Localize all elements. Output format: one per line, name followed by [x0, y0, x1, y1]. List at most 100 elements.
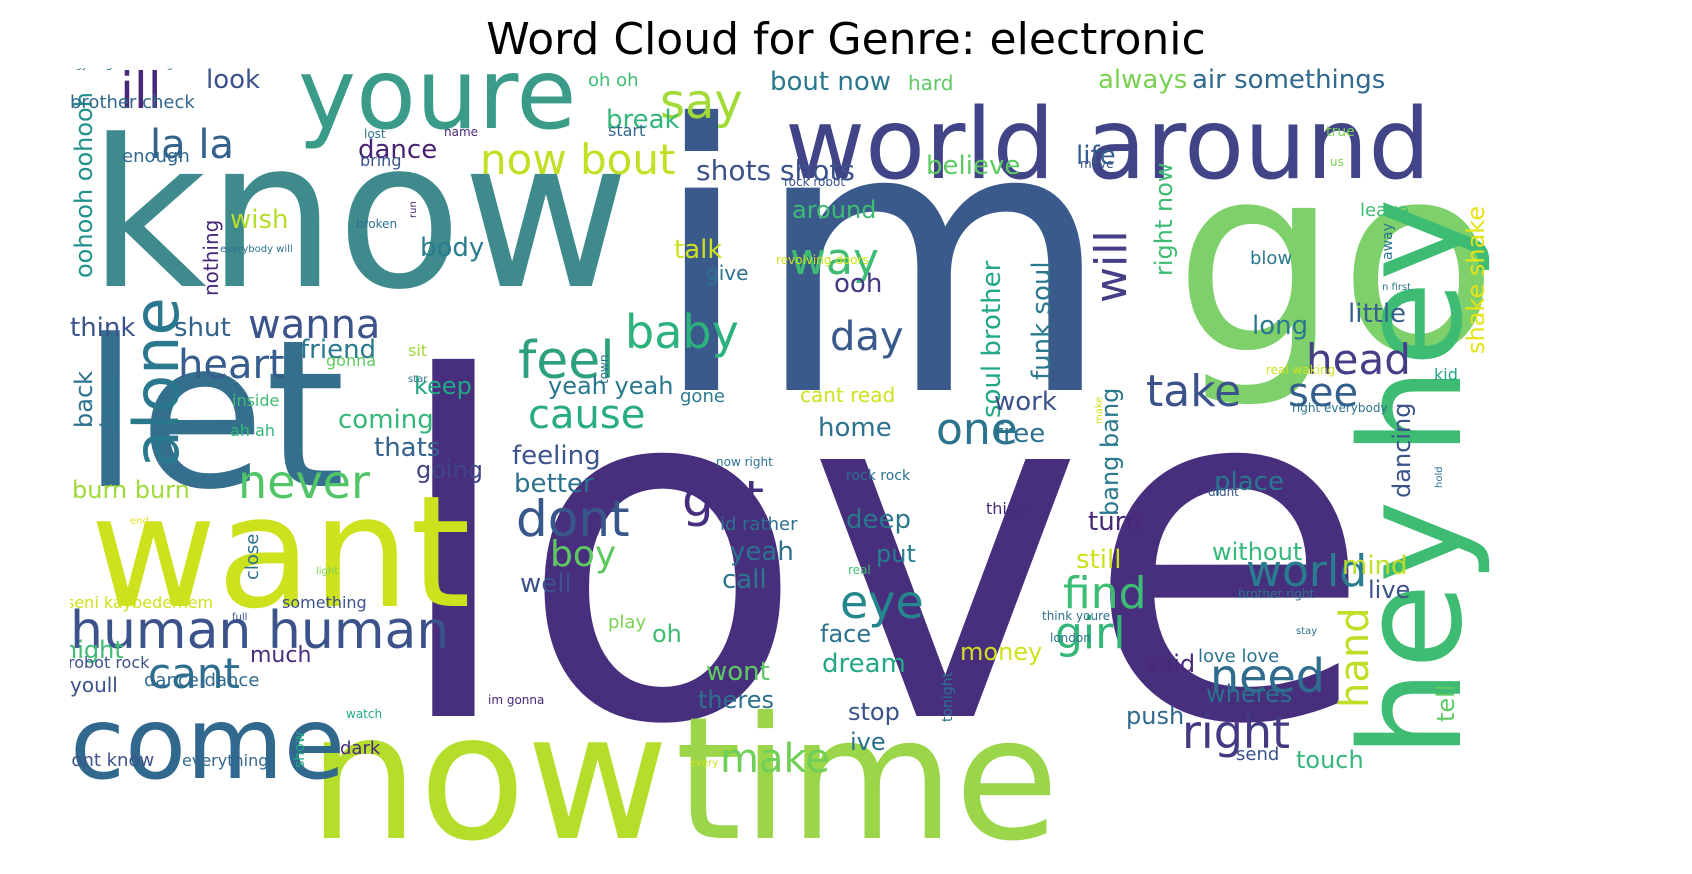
word-going: going: [416, 456, 483, 484]
word-something: something: [282, 593, 367, 612]
word-thing: thing: [986, 499, 1027, 518]
word-stop: stop: [848, 698, 900, 726]
word-revolving-doors: revolving doors: [776, 253, 869, 267]
word-believe: believe: [926, 151, 1020, 181]
word-bang-bang: bang bang: [1096, 388, 1124, 516]
word-youre: youre: [298, 68, 577, 152]
word-eye: eye: [840, 575, 924, 629]
word-day: day: [830, 314, 904, 360]
word-keep: keep: [414, 372, 472, 400]
word-need: need: [1210, 649, 1325, 703]
word-never: never: [238, 455, 370, 509]
word-soul-brother: soul brother: [977, 260, 1007, 418]
word-ooh: ooh: [834, 269, 882, 299]
word-will: will: [1086, 230, 1137, 303]
word-make: make: [720, 736, 830, 782]
word-full: full: [232, 612, 247, 623]
word-dark: dark: [340, 738, 381, 759]
word-now: now: [308, 677, 669, 854]
word-sit: sit: [408, 341, 427, 360]
word-everybody-will: everybody will: [220, 244, 293, 255]
word-enough: enough: [122, 146, 190, 167]
word-wont: wont: [706, 657, 770, 687]
word-ah-ah: ah ah: [230, 421, 275, 440]
word-tell: tell: [1432, 684, 1460, 722]
word-wheres: wheres: [1206, 680, 1292, 708]
word-right-everybody: right everybody: [1292, 401, 1388, 415]
word-rock-rock: rock rock: [846, 468, 911, 484]
word-touch: touch: [1296, 746, 1364, 774]
word-blow: blow: [1250, 248, 1292, 269]
word-world: world: [1246, 546, 1367, 597]
word-dance-dance: dance dance: [144, 670, 259, 691]
word-call: call: [722, 565, 767, 595]
word-watch: watch: [346, 707, 382, 721]
word-coming: coming: [338, 405, 434, 435]
word-around: around: [792, 196, 876, 224]
word-light: light: [316, 566, 338, 577]
word-little: little: [1348, 299, 1406, 329]
word-every: every: [690, 758, 718, 769]
word-oh-oh: oh oh: [588, 70, 639, 91]
word-hand: hand: [1332, 607, 1378, 708]
word-think-youre: think youre: [1042, 609, 1110, 623]
word-broken: broken: [356, 217, 397, 231]
word-close: close: [242, 534, 263, 580]
word-now-bout: now bout: [480, 135, 675, 184]
word-rock-robot: rock robot: [784, 175, 845, 189]
word-brother-right: brother right: [1238, 587, 1315, 601]
word-wanna: wanna: [248, 302, 380, 348]
word-girl: girl: [1055, 608, 1125, 659]
word-think: think: [70, 313, 135, 343]
word-deep: deep: [846, 505, 911, 535]
word-put: put: [876, 540, 916, 568]
word-funk-soul: funk soul: [1027, 261, 1057, 380]
word-love: love: [388, 280, 1373, 827]
word-love-love: love love: [1198, 646, 1279, 667]
word-us: us: [1330, 155, 1344, 169]
word-burn-burn: burn burn: [72, 476, 190, 504]
word-dance: dance: [358, 135, 437, 165]
word-away: away: [1380, 223, 1396, 260]
word-head: head: [1306, 335, 1411, 384]
word-dancing: dancing: [1388, 403, 1416, 498]
word-london: london: [1050, 631, 1091, 645]
word-baby: baby: [625, 305, 739, 359]
word-cant: cant: [148, 649, 240, 698]
word-robot-rock: robot rock: [70, 653, 150, 672]
word-start: start: [608, 121, 645, 140]
word-inside: inside: [232, 391, 279, 410]
word-play: play: [608, 612, 646, 633]
word-know: know: [88, 97, 630, 335]
word-stay: stay: [1296, 626, 1317, 637]
word-im-gonna: im gonna: [488, 693, 544, 707]
word-live: live: [1368, 576, 1410, 604]
word-well: well: [520, 569, 572, 599]
word-place: place: [1214, 467, 1284, 497]
word-air-somethings: air somethings: [1192, 68, 1385, 95]
word-now-right: now right: [716, 455, 773, 469]
word-friend: friend: [300, 335, 376, 365]
word-heart: heart: [178, 342, 285, 388]
word-hard: hard: [908, 71, 954, 95]
word-cant-read: cant read: [800, 383, 895, 407]
word-right: right: [1182, 705, 1290, 759]
word-feeling: feeling: [512, 441, 601, 471]
word-everything: everything: [182, 751, 268, 770]
word-bring: bring: [360, 151, 401, 170]
word-lost: lost: [364, 127, 386, 141]
word-move: move: [1080, 157, 1114, 171]
word-got: got: [682, 470, 764, 528]
word-send: send: [1236, 744, 1279, 765]
word-home: home: [818, 413, 892, 443]
word-find: find: [1063, 568, 1147, 619]
word-night: night: [70, 636, 124, 664]
word-make: make: [1094, 397, 1105, 424]
word-world-around: world around: [785, 88, 1431, 202]
word-mind: mind: [1342, 551, 1408, 581]
word-ive: ive: [850, 728, 886, 756]
word-long: long: [1252, 311, 1308, 341]
word-lights-lights: lights lights: [70, 68, 128, 71]
word-back: back: [70, 371, 98, 428]
word-im: im: [650, 68, 1113, 478]
